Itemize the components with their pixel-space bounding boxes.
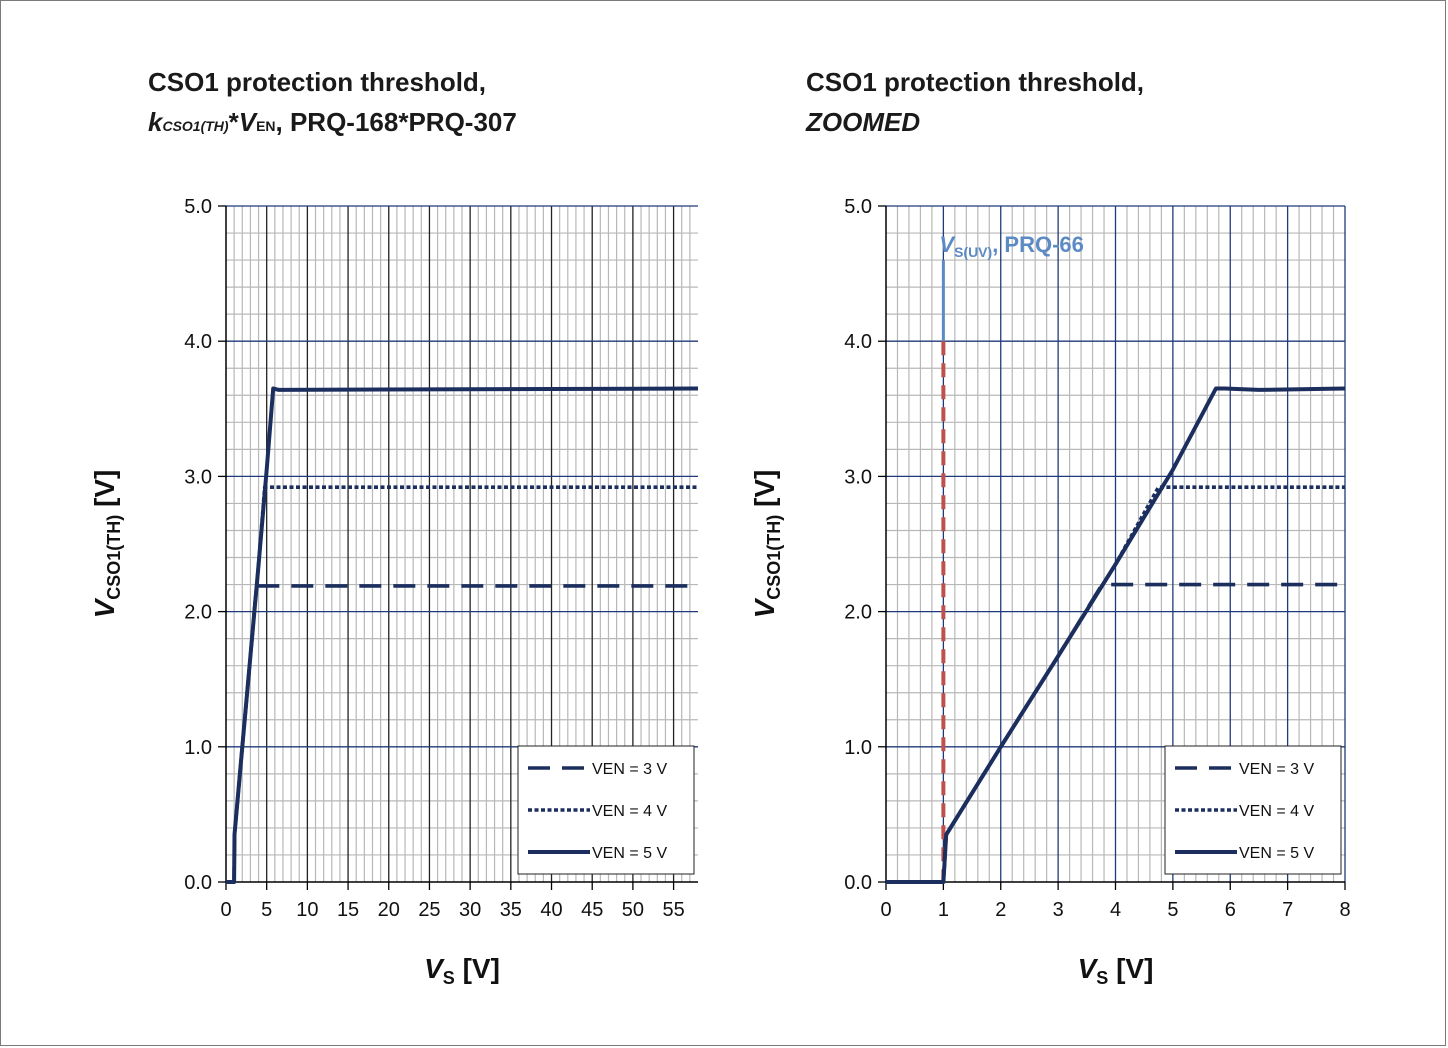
chart1-series-line-3	[226, 386, 699, 884]
chart2-y-tick-label: 3.0	[844, 466, 872, 488]
chart1-x-tick-label: 45	[581, 899, 603, 921]
chart2-legend-label: VEN = 3 V	[1239, 761, 1314, 778]
chart1-title-k: k	[148, 107, 163, 137]
chart2-y-tick-label: 2.0	[844, 602, 872, 624]
chart2-x-tick-label: 7	[1282, 899, 1293, 921]
chart2-x-tick-label: 4	[1110, 899, 1121, 921]
chart1-y-tick-label: 2.0	[184, 602, 212, 624]
chart1-y-tick-label: 4.0	[184, 331, 212, 353]
chart1-title-line2: kCSO1(TH)*VEN, PRQ-168*PRQ-307	[148, 102, 517, 146]
chart2-annotation-label: VS(UV), PRQ-66	[939, 232, 1084, 260]
chart2-x-tick-label: 6	[1225, 899, 1236, 921]
chart1-x-tick-label: 55	[662, 899, 684, 921]
chart1-title-rest: , PRQ-168*PRQ-307	[275, 107, 517, 137]
chart2-legend-label: VEN = 5 V	[1239, 845, 1314, 862]
chart1-title: CSO1 protection threshold, kCSO1(TH)*VEN…	[148, 62, 517, 146]
chart2-y-axis-label: VCSO1(TH) [V]	[749, 470, 784, 619]
chart1-title-k-sub: CSO1(TH)	[162, 118, 229, 134]
chart1-x-tick-label: 35	[500, 899, 522, 921]
chart1-legend-label: VEN = 4 V	[592, 803, 667, 820]
chart1-x-tick-label: 40	[540, 899, 562, 921]
chart1-y-tick-label: 0.0	[184, 872, 212, 894]
chart1-title-v-sub: EN	[256, 118, 276, 134]
chart2-x-axis-label: VS [V]	[1078, 953, 1154, 988]
chart2-y-tick-label: 1.0	[844, 737, 872, 759]
chart1-y-axis-label: VCSO1(TH) [V]	[89, 470, 124, 619]
chart2-y-tick-label: 4.0	[844, 331, 872, 353]
chart1-x-axis-label: VS [V]	[424, 953, 500, 988]
chart1-y-tick-label: 1.0	[184, 737, 212, 759]
chart1-y-tick-label: 5.0	[184, 196, 212, 218]
chart1-y-tick-label: 3.0	[184, 466, 212, 488]
chart1-x-tick-label: 50	[622, 899, 644, 921]
chart1-legend-label: VEN = 5 V	[592, 845, 667, 862]
chart2-x-tick-label: 3	[1053, 899, 1064, 921]
chart1-x-tick-label: 10	[296, 899, 318, 921]
chart2-plot: 0.0 1.0 2.0 3.0 4.0 5.0 0 1 2 3 4 5 6 7 8 VS(UV), PRQ-6…	[749, 196, 1351, 988]
chart1-title-v: V	[238, 107, 257, 137]
chart1-x-tick-label: 20	[378, 899, 400, 921]
chart2-legend-label: VEN = 4 V	[1239, 803, 1314, 820]
chart2-title-line2: ZOOMED	[806, 107, 921, 137]
chart2-series-line-3	[886, 386, 1346, 884]
chart1-plot: 0.0 1.0 2.0 3.0 4.0 5.0 0 5 10 15 20 25 30 35 40 45 50 55…	[89, 196, 699, 988]
chart2-x-tick-label: 5	[1167, 899, 1178, 921]
chart1-x-tick-label: 0	[220, 899, 231, 921]
chart2-title: CSO1 protection threshold, ZOOMED	[806, 62, 1144, 142]
chart2-x-tick-label: 0	[880, 899, 891, 921]
chart1-x-tick-label: 30	[459, 899, 481, 921]
chart1-x-tick-label: 15	[337, 899, 359, 921]
chart2-x-tick-label: 8	[1339, 899, 1350, 921]
chart2-x-tick-label: 1	[938, 899, 949, 921]
chart2-title-line1: CSO1 protection threshold,	[806, 67, 1145, 97]
chart1-legend-label: VEN = 3 V	[592, 761, 667, 778]
chart1-title-line1: CSO1 protection threshold,	[148, 67, 487, 97]
chart2-y-tick-label: 5.0	[844, 196, 872, 218]
chart1-x-tick-label: 5	[261, 899, 272, 921]
chart2-x-tick-label: 2	[995, 899, 1006, 921]
chart1-x-tick-label: 25	[418, 899, 440, 921]
chart1-title-star: *	[228, 107, 239, 137]
chart2-y-tick-label: 0.0	[844, 872, 872, 894]
